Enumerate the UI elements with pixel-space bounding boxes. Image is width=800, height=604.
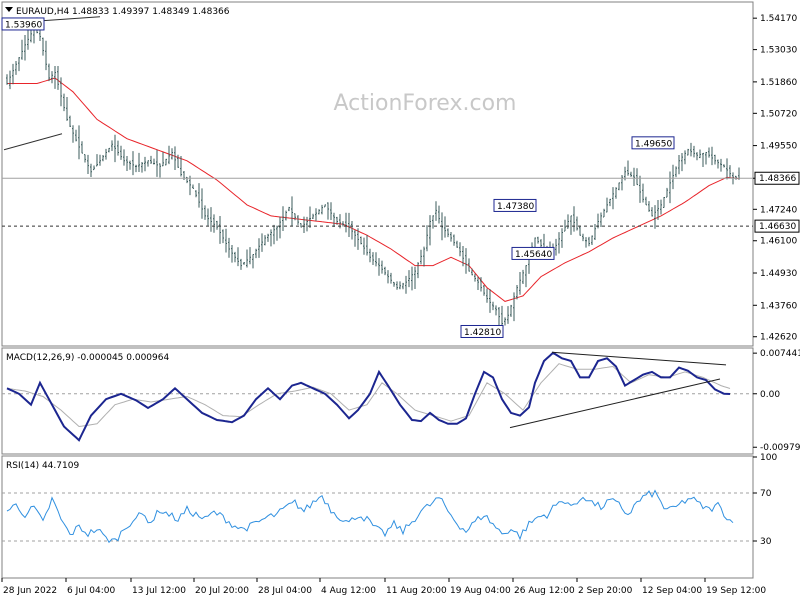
rsi-line (6, 489, 734, 544)
watermark-text: ActionForex.com (334, 91, 517, 116)
price-callout: 1.53960 (5, 20, 42, 30)
time-axis-label: 11 Aug 20:00 (386, 586, 447, 596)
rsi-pane: 100 70 30 RSI(14) 44.7109 (1, 453, 777, 579)
price-axis-label: 1.51860 (760, 78, 797, 88)
macd-support-trendline (509, 378, 721, 429)
lower-trendline (3, 133, 63, 151)
rsi-axis-label: 30 (760, 537, 772, 547)
price-axis-label: 1.49550 (760, 142, 797, 152)
time-axis-label: 19 Aug 04:00 (450, 586, 511, 596)
time-axis-label: 13 Jul 12:00 (132, 586, 186, 596)
time-axis-label: 20 Jul 20:00 (195, 586, 249, 596)
support-price-tag-box (754, 219, 800, 233)
price-callout: 1.47380 (497, 202, 534, 212)
rsi-axis-label: 100 (760, 453, 777, 463)
macd-pane-frame (1, 347, 754, 455)
price-axis-label: 1.46100 (760, 237, 797, 247)
price-axis-label: 1.50720 (760, 109, 797, 119)
macd-header-text: MACD(12,26,9) -0.000045 0.000964 (6, 353, 169, 363)
watermark: ActionForex.com (334, 91, 517, 116)
time-axis: 28 Jun 2022 6 Jul 04:00 13 Jul 12:00 20 Jul… (1, 578, 766, 596)
price-axis-label: 1.43760 (760, 301, 797, 311)
support-price-tag: 1.46630 (759, 222, 796, 232)
price-header-text: EURAUD,H4 1.48833 1.49397 1.48349 1.4836… (16, 7, 230, 17)
price-header: EURAUD,H4 1.48833 1.49397 1.48349 1.4836… (5, 7, 230, 17)
price-callout-box (511, 246, 555, 260)
rsi-pane-frame (1, 455, 754, 579)
rsi-axis-label: 70 (760, 489, 772, 499)
current-price-tag-box (754, 171, 800, 185)
time-axis-label: 26 Aug 12:00 (514, 586, 575, 596)
price-axis-label: 1.47240 (760, 205, 797, 215)
price-callout-box (1, 17, 45, 31)
macd-axis-label: 0.00 (760, 390, 780, 400)
price-callout: 1.45640 (515, 250, 552, 260)
macd-signal-line (6, 363, 731, 428)
macd-axis-label: -0.009794 (760, 443, 800, 453)
time-axis-label: 28 Jul 04:00 (258, 586, 312, 596)
price-axis-label: 1.42620 (760, 333, 797, 343)
price-callout-box (631, 136, 675, 150)
time-axis-label: 4 Aug 12:00 (321, 586, 376, 596)
macd-main-line (6, 351, 731, 442)
current-price-tag: 1.48366 (759, 174, 796, 184)
collapse-arrow-icon[interactable] (5, 7, 13, 12)
price-callout: 1.42810 (464, 328, 501, 338)
price-callout: 1.49650 (635, 139, 672, 149)
time-axis-label: 6 Jul 04:00 (67, 586, 116, 596)
rsi-header-text: RSI(14) 44.7109 (6, 461, 79, 471)
time-axis-label: 2 Sep 20:00 (578, 586, 633, 596)
price-axis-label: 1.44930 (760, 269, 797, 279)
macd-axis-label: 0.007441 (760, 349, 800, 359)
macd-pane: 0.007441 0.00 -0.009794 MACD(12,26,9) -0.0… (1, 347, 800, 455)
time-axis-label: 12 Sep 04:00 (642, 586, 702, 596)
price-pane-frame (1, 1, 754, 347)
time-axis-label: 28 Jun 2022 (3, 586, 57, 596)
macd-resistance-trendline (551, 351, 727, 366)
time-axis-label: 19 Sep 12:00 (706, 586, 766, 596)
price-axis-label: 1.54170 (760, 14, 797, 24)
price-callout-box (493, 198, 537, 212)
price-callout-box (460, 324, 504, 338)
price-pane: ActionForex.com 1.54170 1.53030 1.51860 1.5… (1, 1, 800, 347)
moving-average-line (7, 77, 740, 302)
price-axis-label: 1.53030 (760, 46, 797, 56)
